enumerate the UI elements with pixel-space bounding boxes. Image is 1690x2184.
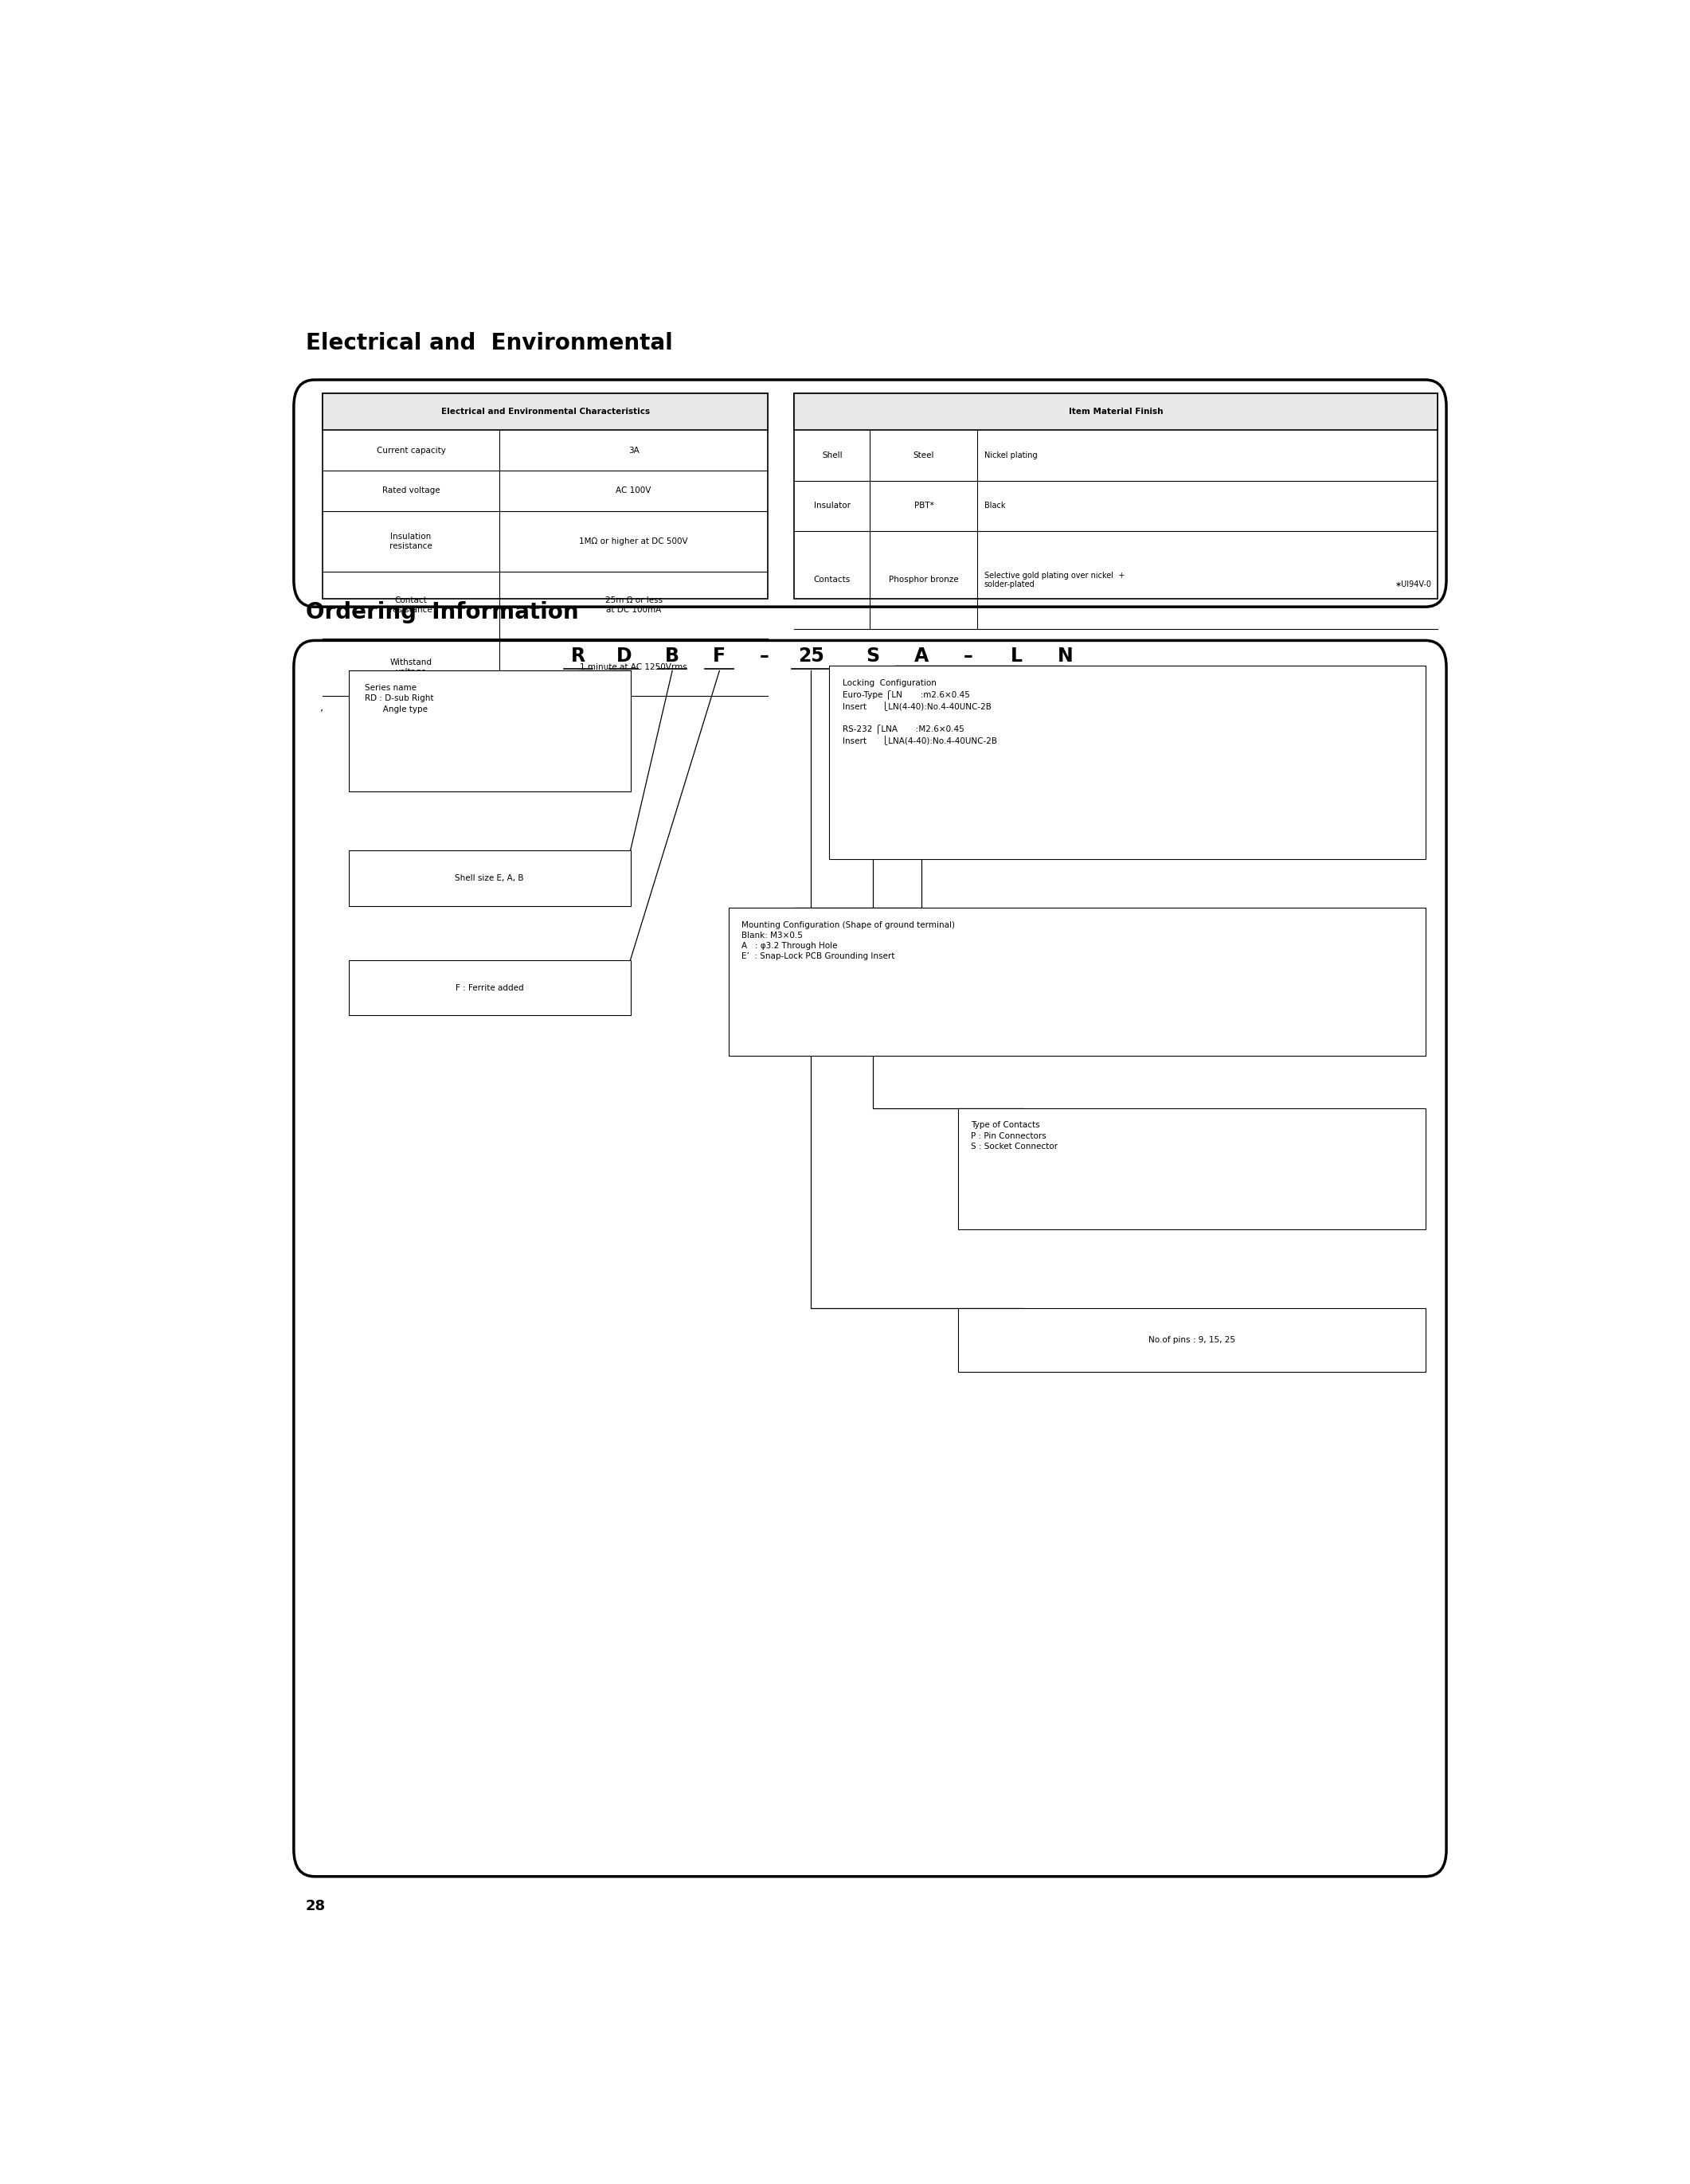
Text: Phosphor bronze: Phosphor bronze bbox=[889, 577, 958, 583]
FancyBboxPatch shape bbox=[348, 850, 630, 906]
Text: Mounting Configuration (Shape of ground terminal)
Blank: M3×0.5
A   : φ3.2 Throu: Mounting Configuration (Shape of ground … bbox=[742, 922, 955, 959]
Text: Ordering  Information: Ordering Information bbox=[306, 601, 578, 625]
FancyBboxPatch shape bbox=[794, 393, 1436, 430]
Text: Locking  Configuration
Euro-Type ⎧LN       :m2.6×0.45
Insert      ⎩LN(4-40):No.4: Locking Configuration Euro-Type ⎧LN :m2.… bbox=[843, 679, 997, 745]
Text: Contact
resistance: Contact resistance bbox=[390, 596, 433, 614]
Text: AC 100V: AC 100V bbox=[615, 487, 651, 496]
Text: 25m Ω or less
at DC 100mA: 25m Ω or less at DC 100mA bbox=[605, 596, 662, 614]
Text: R: R bbox=[571, 646, 585, 666]
FancyBboxPatch shape bbox=[323, 393, 767, 430]
Text: L: L bbox=[1011, 646, 1022, 666]
Text: B: B bbox=[666, 646, 679, 666]
Text: No.of pins : 9, 15, 25: No.of pins : 9, 15, 25 bbox=[1148, 1337, 1235, 1343]
FancyBboxPatch shape bbox=[794, 393, 1436, 598]
FancyBboxPatch shape bbox=[294, 640, 1447, 1876]
Text: 28: 28 bbox=[306, 1900, 326, 1913]
Text: D: D bbox=[617, 646, 632, 666]
Text: Rated voltage: Rated voltage bbox=[382, 487, 439, 496]
FancyBboxPatch shape bbox=[294, 380, 1447, 607]
Text: F: F bbox=[713, 646, 725, 666]
Text: Insulator: Insulator bbox=[815, 502, 850, 509]
Text: PBT*: PBT* bbox=[914, 502, 933, 509]
Text: Series name
RD : D-sub Right
       Angle type: Series name RD : D-sub Right Angle type bbox=[365, 684, 433, 714]
Text: Insulation
resistance: Insulation resistance bbox=[390, 533, 433, 550]
Text: N: N bbox=[1058, 646, 1073, 666]
Text: Steel: Steel bbox=[913, 452, 935, 459]
Text: ’: ’ bbox=[319, 708, 323, 719]
Text: –: – bbox=[963, 646, 973, 666]
Text: Type of Contacts
P : Pin Connectors
S : Socket Connector: Type of Contacts P : Pin Connectors S : … bbox=[970, 1120, 1058, 1151]
FancyBboxPatch shape bbox=[958, 1107, 1425, 1230]
Text: Electrical and Environmental Characteristics: Electrical and Environmental Characteris… bbox=[441, 408, 649, 415]
Text: Current capacity: Current capacity bbox=[377, 446, 446, 454]
Text: Item Material Finish: Item Material Finish bbox=[1068, 408, 1163, 415]
FancyBboxPatch shape bbox=[348, 670, 630, 793]
Text: 3A: 3A bbox=[629, 446, 639, 454]
Text: 1MΩ or higher at DC 500V: 1MΩ or higher at DC 500V bbox=[580, 537, 688, 546]
Text: Shell size E, A, B: Shell size E, A, B bbox=[455, 874, 524, 882]
Text: Withstand
voltage: Withstand voltage bbox=[390, 660, 433, 677]
FancyBboxPatch shape bbox=[830, 666, 1425, 858]
Text: 25: 25 bbox=[798, 646, 825, 666]
Text: S: S bbox=[865, 646, 879, 666]
Text: Shell: Shell bbox=[821, 452, 842, 459]
FancyBboxPatch shape bbox=[323, 393, 767, 598]
Text: Nickel plating: Nickel plating bbox=[984, 452, 1038, 459]
FancyBboxPatch shape bbox=[728, 909, 1425, 1055]
Text: Electrical and  Environmental: Electrical and Environmental bbox=[306, 332, 673, 354]
Text: 1 minute at AC 1250Vrms: 1 minute at AC 1250Vrms bbox=[580, 664, 688, 670]
Text: A: A bbox=[914, 646, 928, 666]
Text: Contacts: Contacts bbox=[813, 577, 850, 583]
Text: F : Ferrite added: F : Ferrite added bbox=[456, 983, 524, 992]
Text: Selective gold plating over nickel  +
solder-plated: Selective gold plating over nickel + sol… bbox=[984, 572, 1124, 587]
Text: ∗UI94V-0: ∗UI94V-0 bbox=[1396, 581, 1431, 587]
Text: –: – bbox=[759, 646, 769, 666]
Text: Black: Black bbox=[984, 502, 1006, 509]
FancyBboxPatch shape bbox=[958, 1308, 1425, 1372]
FancyBboxPatch shape bbox=[348, 961, 630, 1016]
